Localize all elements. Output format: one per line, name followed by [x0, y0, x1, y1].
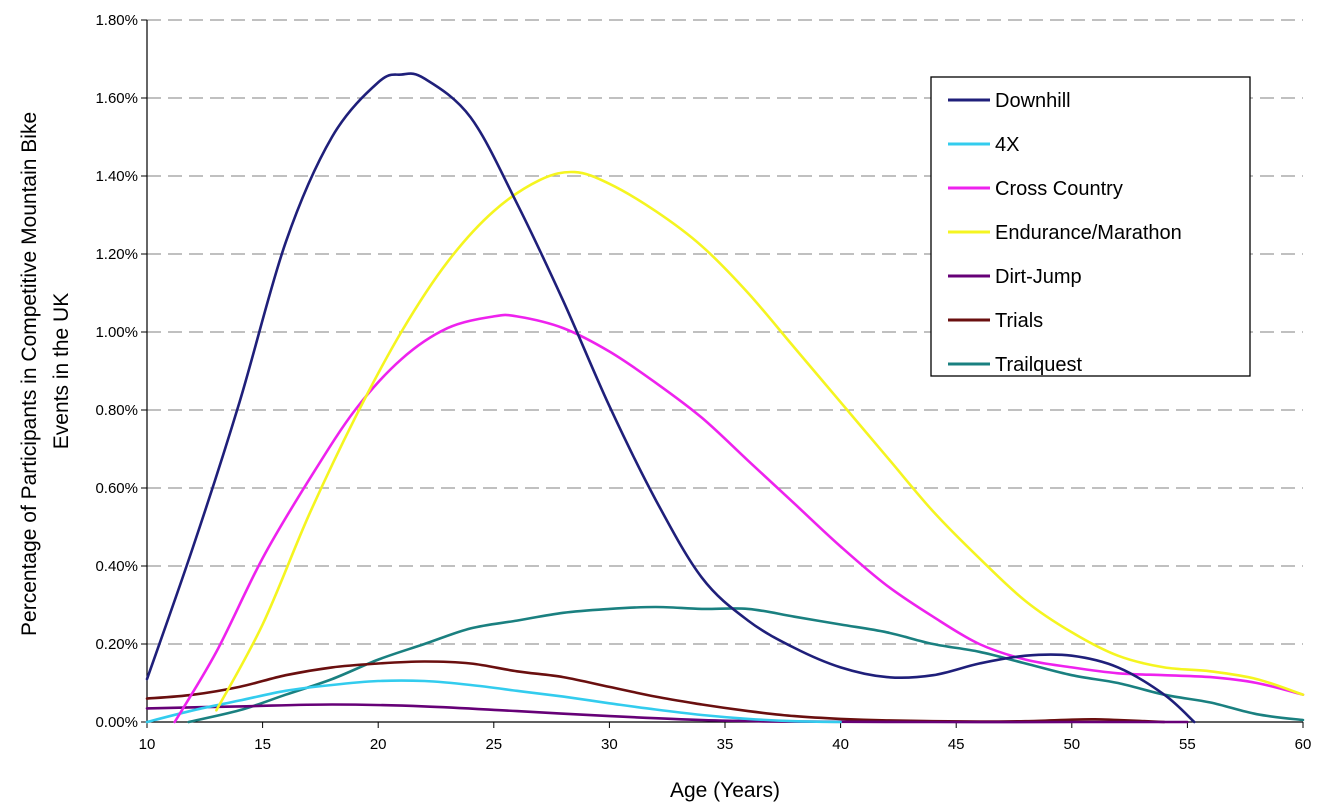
series-line-trials	[145, 660, 1166, 724]
y-tick-label: 1.00%	[95, 324, 138, 341]
legend-label: Dirt-Jump	[995, 266, 1082, 288]
y-axis-label: Percentage of Participants in Competitiv…	[18, 106, 73, 636]
series-line-endurance-marathon	[215, 170, 1305, 712]
series-lines	[145, 72, 1305, 724]
x-tick-label: 55	[1179, 736, 1196, 753]
axes: 0.00% 0.20% 0.40% 0.60% 0.80% 1.00% 1.20% 1.40%…	[95, 12, 1311, 753]
series-line-dirt-jump	[145, 703, 1189, 724]
y-tick-label: 0.20%	[95, 636, 138, 653]
y-tick-label: 1.20%	[95, 246, 138, 263]
legend-box	[930, 76, 1251, 377]
x-tick-label: 30	[601, 736, 618, 753]
legend: Downhill 4X Cross Country Endurance/Maratho…	[930, 76, 1251, 377]
y-tick-label: 0.40%	[95, 558, 138, 575]
x-tick-label: 20	[370, 736, 387, 753]
legend-label: Endurance/Marathon	[995, 222, 1182, 244]
x-tick-label: 60	[1295, 736, 1312, 753]
legend-label: Cross Country	[995, 178, 1123, 200]
series-line-cross-country	[173, 313, 1305, 724]
y-tick-label: 1.80%	[95, 12, 138, 29]
x-tick-label: 50	[1063, 736, 1080, 753]
series-line-downhill	[145, 72, 1196, 724]
x-tick-label: 15	[254, 736, 271, 753]
legend-label: Downhill	[995, 90, 1071, 112]
x-tick-label: 45	[948, 736, 965, 753]
y-axis-label-line-2: Events in the UK	[50, 293, 73, 449]
gridlines	[147, 19, 1303, 645]
x-tick-label: 40	[832, 736, 849, 753]
x-tick-label: 35	[717, 736, 734, 753]
x-tick-label: 10	[139, 736, 156, 753]
y-tick-label: 0.00%	[95, 714, 138, 731]
y-tick-label: 1.60%	[95, 90, 138, 107]
x-tick-label: 25	[485, 736, 502, 753]
legend-label: Trials	[995, 310, 1043, 332]
x-axis-label: Age (Years)	[670, 779, 780, 802]
legend-label: 4X	[995, 134, 1019, 156]
series-line-4x	[145, 679, 842, 724]
y-tick-label: 0.60%	[95, 480, 138, 497]
legend-label: Trailquest	[995, 354, 1083, 376]
y-axis-label-line-1: Percentage of Participants in Competitiv…	[18, 112, 41, 636]
y-tick-label: 0.80%	[95, 402, 138, 419]
y-tick-label: 1.40%	[95, 168, 138, 185]
series-line-trailquest	[187, 605, 1305, 724]
